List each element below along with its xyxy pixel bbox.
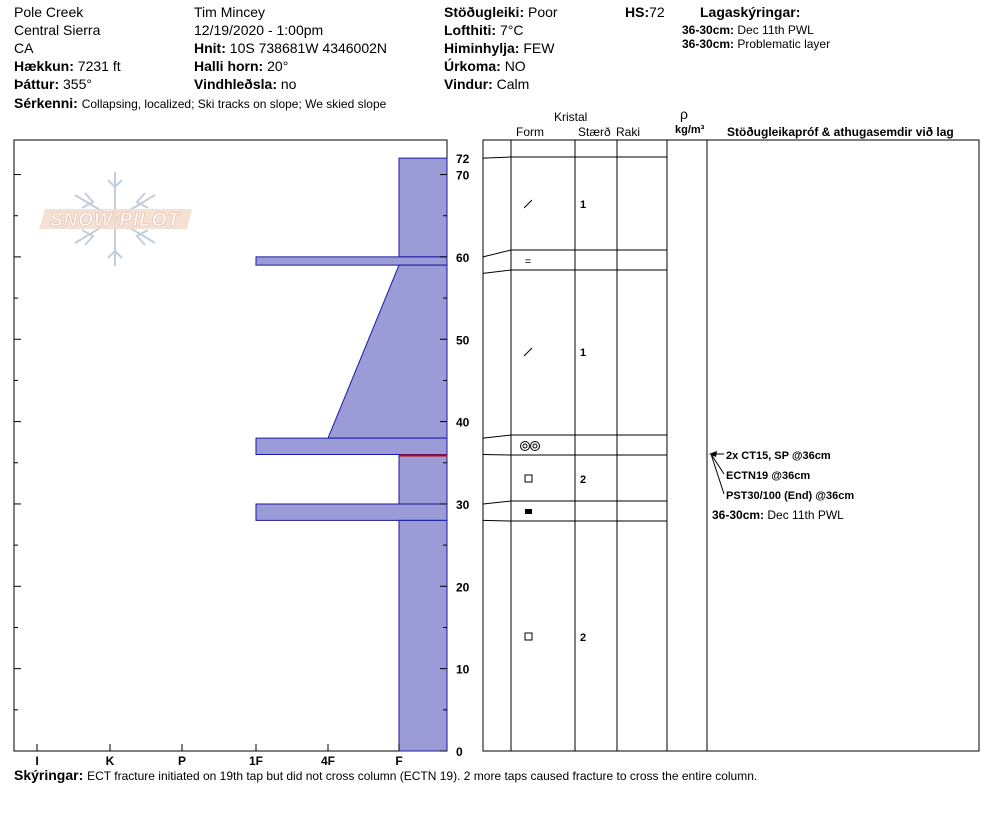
layer-boundary-line [482,519,667,522]
layer-boundary-line [482,500,667,505]
hardness-tick-label: P [178,754,186,768]
site-features: Sérkenni: Collapsing, localized; Ski tra… [14,95,387,111]
layer-note: 36-30cm: Dec 11th PWL [682,23,814,37]
depth-tick-label: 70 [456,169,470,183]
sky-cover: Himinhylja: FEW [444,40,555,56]
hardness-layer [398,519,448,752]
wind-loading: Vindhleðsla: no [194,76,297,92]
layer-boundary-line [482,249,667,258]
crystal-size: 2 [580,474,586,486]
layer-notes-title: Lagaskýringar: [700,4,801,20]
footer-notes: Skýringar: ECT fracture initiated on 19t… [14,767,758,783]
datetime: 12/19/2020 - 1:00pm [194,22,324,38]
stability-tests: 2x CT15, SP @36cm ECTN19 @36cm PST30/100 (… [709,450,854,522]
crystal-form-faceted [524,474,533,483]
layer-note: 36-30cm: Problematic layer [682,37,831,51]
snow-height: HS:72 [625,4,665,20]
hardness-tick-label: I [35,754,38,768]
test-arrow [710,453,725,475]
state: CA [14,40,34,56]
precipitation: Úrkoma: NO [444,58,526,74]
wind: Vindur: Calm [444,76,530,92]
hardness-layer [327,264,448,439]
hardness-layer [398,454,448,505]
stability: Stöðugleiki: Poor [444,4,558,20]
crystal-header: Kristal [554,110,588,124]
crystal-form-melt-freeze [520,441,530,451]
hardness-layer [255,256,448,266]
location: Pole Creek [14,4,84,20]
crystal-form-precip-particles [523,347,533,357]
depth-axis: 0 10 20 30 40 50 60 70 72 [14,152,470,759]
snowpilot-logo: SNOW PILOT [39,172,192,266]
layer-table-grid [482,140,708,751]
hardness-layer [398,157,448,258]
depth-tick-label: 50 [456,333,470,347]
stability-test-result: PST30/100 (End) @36cm [726,490,854,502]
layer-table-frame [482,139,980,752]
stability-test-result: ECTN19 @36cm [726,470,810,482]
aspect: Þáttur: 355° [14,76,92,92]
range: Central Sierra [14,22,101,38]
layer-comment: 36-30cm: Dec 11th PWL [712,508,844,522]
layer-boundary-line [482,156,667,159]
elevation: Hækkun: 7231 ft [14,58,121,74]
stability-test-result: 2x CT15, SP @36cm [726,450,831,462]
layer-boundary-line [482,434,667,439]
size-header: Stærð [578,125,611,139]
hardness-tick-label: K [106,754,115,768]
layer-boundary-line [482,269,667,274]
crystal-size: 2 [580,632,586,644]
hardness-axis: I K P 1F 4F F [35,744,403,768]
crystal-form-faceted [524,632,533,641]
depth-tick-label: 20 [456,580,470,594]
slope-angle: Halli horn: 20° [194,58,289,74]
depth-tick-label: 0 [456,745,463,759]
hardness-tick-label: 4F [321,754,335,768]
density-unit: kg/m³ [675,124,705,136]
depth-tick-label: 40 [456,416,470,430]
depth-tick-label: 60 [456,251,470,265]
hardness-tick-label: F [395,754,402,768]
hardness-tick-label: 1F [249,754,263,768]
crystal-form-mixed [525,509,532,514]
moisture-header: Raki [616,125,641,139]
comments-header: Stöðugleikapróf & athugasemdir við lag [727,125,954,139]
form-header: Form [516,125,544,139]
crystal-form-precip-particles [523,199,533,209]
crystal-size: 1 [580,199,586,211]
crystal-size: 1 [580,347,586,359]
test-arrow [710,453,725,495]
observer: Tim Mincey [194,4,266,20]
snow-height-tick-label: 72 [456,152,470,166]
arrow-head-icon [709,451,717,457]
depth-tick-label: 30 [456,498,470,512]
hardness-layer [255,437,448,456]
hardness-layer [255,503,448,521]
layer-table-content: 1 = 1 2 2 [520,199,586,644]
air-temp: Lofthiti: 7°C [444,22,524,38]
depth-tick-label: 10 [456,663,470,677]
density-rho: ρ [680,106,688,122]
svg-text:SNOW PILOT: SNOW PILOT [50,210,181,231]
hardness-profile [255,157,448,752]
crystal-form-symbol: = [525,256,531,268]
coordinates: Hnit: 10S 738681W 4346002N [194,40,388,56]
